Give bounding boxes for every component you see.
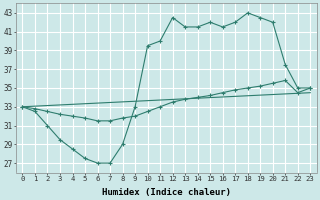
X-axis label: Humidex (Indice chaleur): Humidex (Indice chaleur) xyxy=(102,188,231,197)
